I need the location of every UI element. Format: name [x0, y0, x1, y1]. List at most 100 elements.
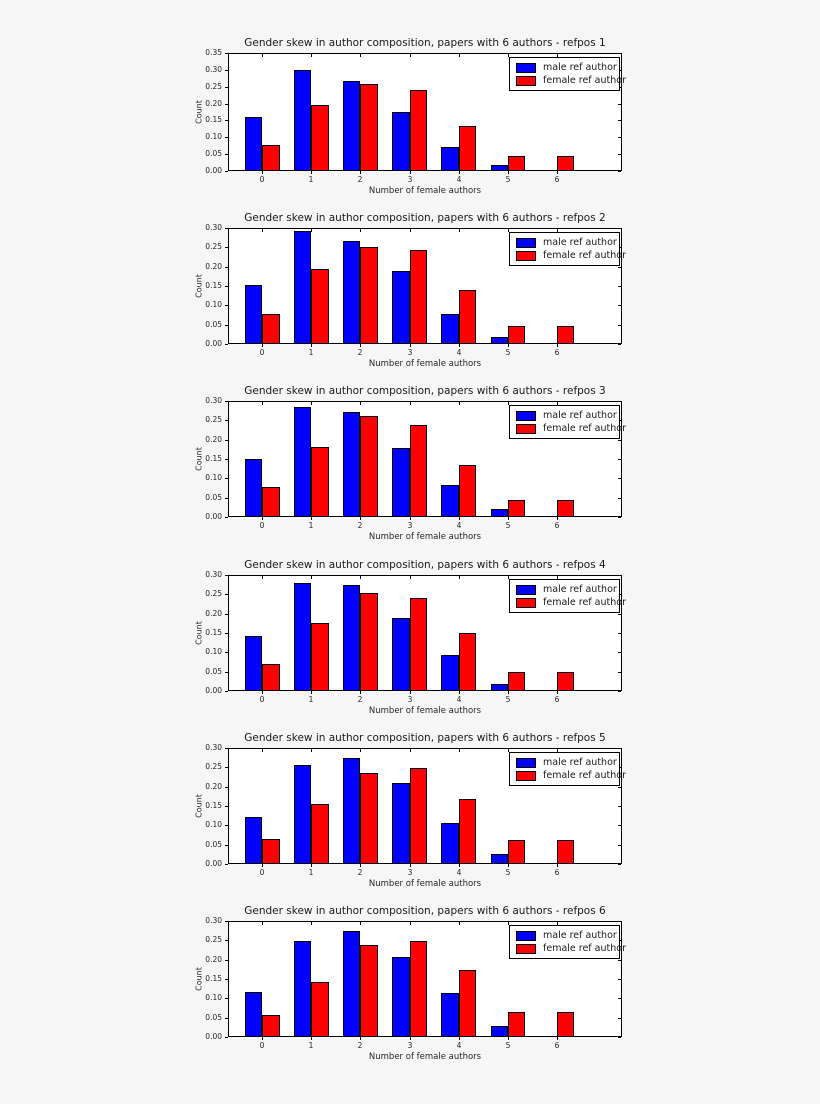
bar-female-x2: [360, 945, 378, 1037]
x-tick-label: 5: [505, 175, 511, 184]
bar-male-x2: [343, 758, 361, 864]
y-tick-label: 0.30: [205, 223, 222, 232]
x-tick-top: [311, 229, 312, 232]
legend-row-male: male ref author: [516, 62, 617, 74]
x-tick: [311, 344, 312, 347]
y-tick: [225, 998, 228, 999]
bar-male-x0: [245, 816, 263, 864]
bar-female-x5: [507, 499, 525, 517]
x-tick-top: [410, 54, 411, 57]
bar-male-x0: [245, 992, 263, 1037]
chart-title: Gender skew in author composition, paper…: [244, 385, 606, 397]
x-tick-label: 4: [456, 348, 462, 357]
x-tick-label: 3: [407, 1041, 413, 1050]
x-tick-label: 4: [456, 868, 462, 877]
y-tick: [225, 517, 228, 518]
x-tick-top: [557, 749, 558, 752]
x-tick: [311, 691, 312, 694]
x-tick-top: [557, 922, 558, 925]
x-tick-label: 3: [407, 348, 413, 357]
bar-male-x3: [392, 617, 410, 691]
y-tick: [225, 325, 228, 326]
y-tick-label: 0.15: [205, 281, 222, 290]
x-tick-label: 2: [357, 521, 363, 530]
y-tick-right: [618, 401, 621, 402]
y-tick-label: 0.25: [205, 242, 222, 251]
x-tick-top: [557, 402, 558, 405]
legend: male ref author female ref author: [509, 57, 626, 91]
x-tick: [459, 517, 460, 520]
y-tick-label: 0.30: [205, 743, 222, 752]
chart-title: Gender skew in author composition, paper…: [244, 212, 606, 224]
y-tick-label: 0.25: [205, 415, 222, 424]
bar-female-x2: [360, 773, 378, 864]
legend: male ref author female ref author: [509, 232, 626, 266]
x-tick-label: 6: [554, 175, 560, 184]
bar-female-x0: [262, 145, 280, 171]
y-tick-right: [618, 171, 621, 172]
y-tick: [225, 691, 228, 692]
bar-female-x6: [556, 840, 574, 864]
x-tick-top: [410, 749, 411, 752]
x-tick-label: 0: [259, 868, 265, 877]
y-tick-right: [618, 267, 621, 268]
x-tick-top: [410, 229, 411, 232]
y-tick: [225, 652, 228, 653]
y-tick-right: [618, 305, 621, 306]
bar-male-x2: [343, 585, 361, 691]
x-axis-label: Number of female authors: [368, 359, 482, 369]
x-tick: [410, 171, 411, 174]
y-tick-label: 0.10: [205, 820, 222, 829]
x-tick-top: [508, 749, 509, 752]
x-tick-top: [557, 576, 558, 579]
y-tick-right: [618, 691, 621, 692]
x-tick-top: [459, 402, 460, 405]
bar-female-x6: [556, 326, 574, 344]
legend-label-female: female ref author: [543, 74, 626, 86]
bar-female-x0: [262, 313, 280, 344]
legend-row-female: female ref author: [516, 75, 626, 87]
x-tick: [360, 344, 361, 347]
bar-female-x5: [507, 840, 525, 864]
y-tick: [225, 921, 228, 922]
y-tick-right: [618, 498, 621, 499]
y-tick-label: 0.20: [205, 955, 222, 964]
y-tick-right: [618, 575, 621, 576]
y-tick-label: 0.05: [205, 493, 222, 502]
legend-row-female: female ref author: [516, 770, 626, 782]
bar-male-x5: [490, 509, 508, 517]
x-axis-label: Number of female authors: [368, 532, 482, 542]
x-tick: [459, 864, 460, 867]
x-tick: [262, 864, 263, 867]
x-tick-top: [262, 229, 263, 232]
legend-label-male: male ref author: [543, 929, 617, 941]
y-tick-right: [618, 960, 621, 961]
y-tick-right: [618, 748, 621, 749]
y-tick-right: [618, 672, 621, 673]
bar-male-x4: [441, 146, 459, 171]
y-tick: [225, 120, 228, 121]
y-tick: [225, 1018, 228, 1019]
y-tick-right: [618, 440, 621, 441]
y-tick-label: 0.25: [205, 82, 222, 91]
legend-swatch-male-icon: [516, 410, 536, 421]
x-tick: [508, 344, 509, 347]
x-tick: [410, 864, 411, 867]
bar-female-x3: [409, 767, 427, 864]
y-tick-label: 0.05: [205, 320, 222, 329]
bar-female-x3: [409, 250, 427, 344]
x-tick-top: [557, 54, 558, 57]
x-tick-label: 3: [407, 175, 413, 184]
legend: male ref author female ref author: [509, 405, 626, 439]
y-tick-label: 0.10: [205, 132, 222, 141]
bar-male-x4: [441, 993, 459, 1037]
y-tick: [225, 748, 228, 749]
bar-female-x3: [409, 89, 427, 171]
legend: male ref author female ref author: [509, 752, 626, 786]
x-tick: [557, 691, 558, 694]
x-tick: [508, 864, 509, 867]
y-tick-label: 0.25: [205, 589, 222, 598]
bar-female-x1: [311, 446, 329, 517]
